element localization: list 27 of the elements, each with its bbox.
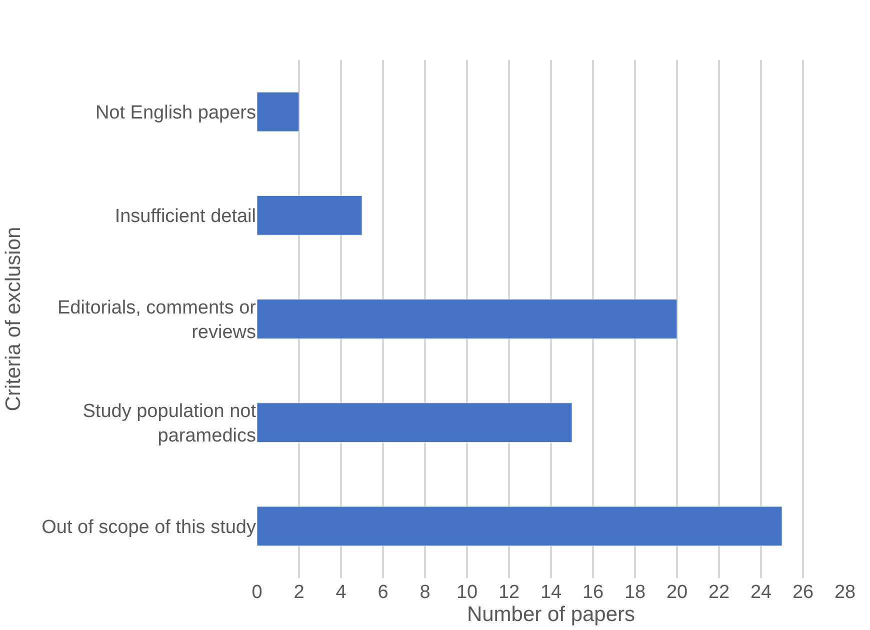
y-tick-label: Insufficient detail	[114, 206, 256, 228]
y-tick-label: Not English papers	[95, 102, 256, 124]
x-tick-label: 18	[624, 582, 646, 603]
x-tick-label: 20	[666, 582, 688, 603]
y-tick-label: Study population not paramedics	[82, 400, 257, 447]
x-tick-label: 24	[750, 582, 772, 603]
x-tick-label: 14	[540, 582, 562, 603]
x-tick-label: 28	[834, 582, 856, 603]
x-tick-label: 0	[252, 582, 262, 603]
bar	[257, 506, 782, 546]
bar	[257, 402, 572, 443]
x-tick-label: 12	[498, 582, 520, 603]
x-tick-label: 16	[582, 582, 604, 603]
bar	[257, 92, 300, 132]
y-axis-title: Criteria of exclusion	[2, 226, 25, 412]
x-axis-title: Number of papers	[466, 603, 636, 626]
y-tick-label: Out of scope of this study	[42, 516, 256, 538]
x-tick-label: 8	[420, 582, 430, 603]
x-tick-label: 26	[792, 582, 814, 603]
x-tick-label: 2	[294, 582, 304, 603]
x-tick-label: 10	[456, 582, 478, 603]
x-tick-label: 22	[708, 582, 730, 603]
bar	[257, 195, 362, 236]
x-tick-label: 4	[336, 582, 347, 603]
y-tick-label: Editorials, comments or reviews	[57, 297, 257, 343]
bar	[257, 299, 678, 339]
x-tick-label: 6	[378, 582, 388, 603]
